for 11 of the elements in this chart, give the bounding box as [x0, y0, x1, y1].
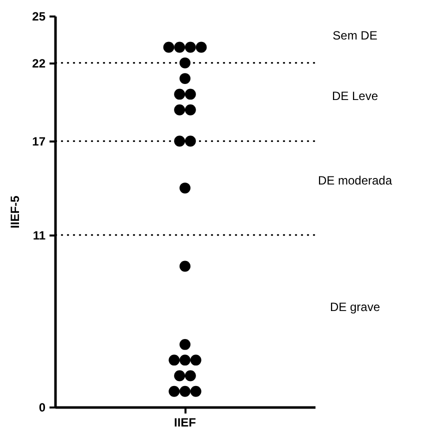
y-tick-label: 22 [32, 56, 46, 70]
text: Sem DE [332, 28, 378, 43]
y-tick-label: 25 [32, 10, 46, 24]
y-tick-label: 11 [32, 228, 46, 242]
y-axis-title: IIEF-5 [8, 195, 22, 228]
text: DE grave [330, 300, 380, 314]
text: DE Leve [332, 88, 378, 103]
y-tick-label: 0 [38, 400, 46, 414]
y-tick-label: 17 [32, 134, 46, 149]
text: DE moderada [318, 174, 392, 188]
x-tick-label: IIEF [174, 416, 196, 430]
